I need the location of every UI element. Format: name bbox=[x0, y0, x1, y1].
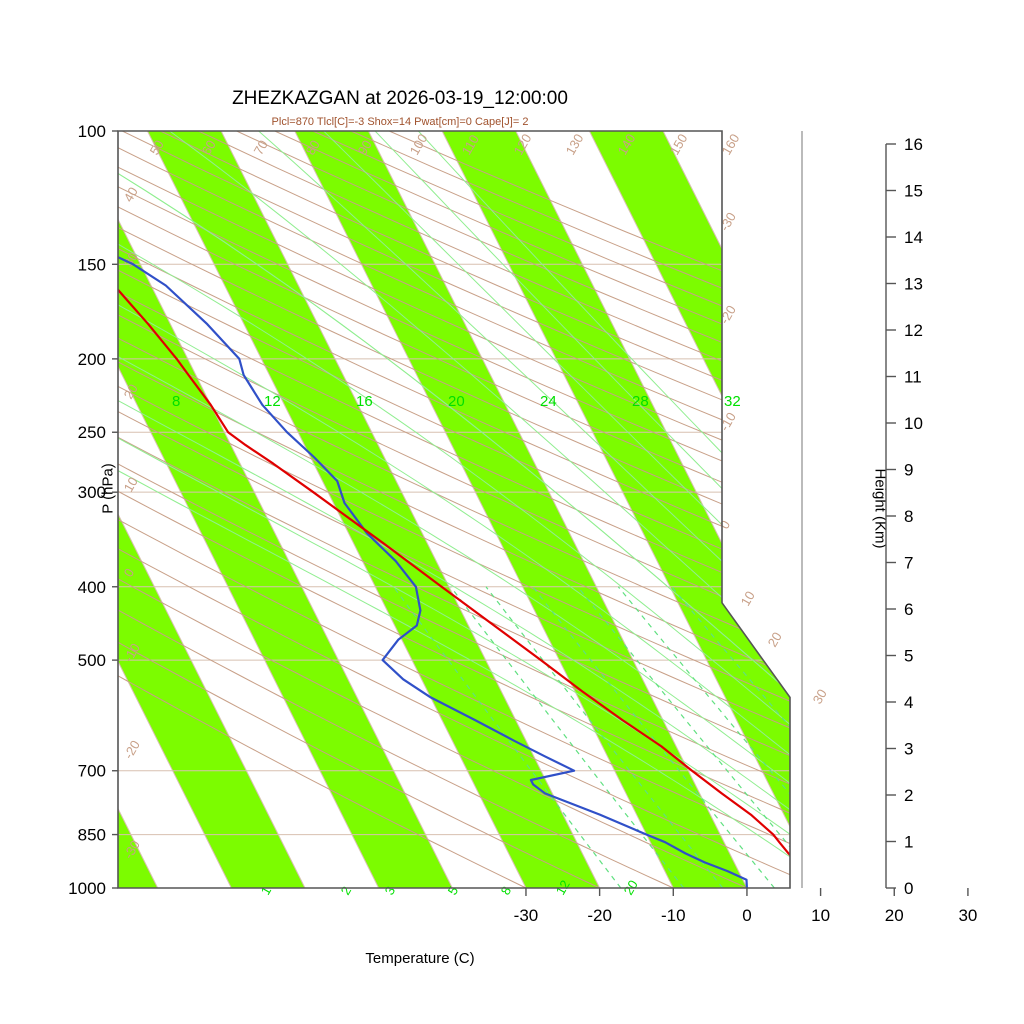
isotherm-label: 20 bbox=[121, 381, 141, 401]
height-tick-label: 3 bbox=[904, 740, 913, 759]
pressure-tick-label: 100 bbox=[78, 122, 106, 141]
moist-adiabat-label: 24 bbox=[540, 393, 557, 410]
isotherm-label: 40 bbox=[121, 184, 141, 204]
x-axis-label: Temperature (C) bbox=[365, 950, 475, 967]
isotherm-label: 20 bbox=[765, 629, 785, 649]
temperature-axis: -30-20-10010203040 bbox=[514, 888, 977, 925]
pressure-tick-label: 150 bbox=[78, 255, 106, 274]
height-tick-label: 2 bbox=[904, 786, 913, 805]
height-tick-label: 0 bbox=[904, 879, 913, 898]
moist-adiabat-label: 12 bbox=[264, 393, 281, 410]
isotherm-label: 30 bbox=[121, 249, 141, 269]
isotherm-label: 30 bbox=[810, 686, 830, 706]
height-tick-label: 10 bbox=[904, 414, 923, 433]
height-tick-label: 15 bbox=[904, 182, 923, 201]
moist-adiabat-label: 32 bbox=[724, 393, 741, 410]
temperature-tick-label: -20 bbox=[587, 906, 612, 925]
moist-adiabat-label: 20 bbox=[448, 393, 465, 410]
temperature-curve bbox=[118, 131, 790, 888]
temperature-tick-label: 0 bbox=[742, 906, 751, 925]
sounding-indices: Plcl=870 Tlcl[C]=-3 Shox=14 Pwat[cm]=0 C… bbox=[271, 116, 529, 128]
height-tick-label: 9 bbox=[904, 461, 913, 480]
height-tick-label: 7 bbox=[904, 554, 913, 573]
moist-adiabat-lines bbox=[118, 131, 790, 888]
dry-adiabat-label: 60 bbox=[199, 137, 219, 157]
moist-adiabat-labels: 8 12 16 20 24 28 32 bbox=[172, 393, 741, 410]
pressure-tick-label: 1000 bbox=[68, 879, 106, 898]
dewpoint-curve bbox=[118, 131, 749, 888]
height-tick-label: 16 bbox=[904, 135, 923, 154]
height-tick-label: 13 bbox=[904, 275, 923, 294]
pressure-axis: 1000 850 700 500 400 300 250 200 150 100 bbox=[68, 122, 118, 898]
pressure-tick-label: 700 bbox=[78, 762, 106, 781]
dry-adiabat-label: 80 bbox=[303, 137, 323, 157]
isotherm-label: 10 bbox=[121, 474, 141, 494]
pressure-tick-label: 400 bbox=[78, 578, 106, 597]
height-tick-label: 4 bbox=[904, 693, 913, 712]
pressure-tick-label: 850 bbox=[78, 826, 106, 845]
height-tick-label: 6 bbox=[904, 600, 913, 619]
height-tick-label: 12 bbox=[904, 321, 923, 340]
isotherm-label: 10 bbox=[738, 588, 758, 608]
parcel-path bbox=[791, 864, 805, 888]
temperature-tick-label: 20 bbox=[885, 906, 904, 925]
moist-adiabat-label: 8 bbox=[172, 393, 180, 410]
mixing-ratio-lines bbox=[393, 586, 790, 888]
dry-adiabat-label: 50 bbox=[147, 137, 167, 157]
height-tick-label: 14 bbox=[904, 228, 923, 247]
isobar-lines bbox=[118, 131, 790, 888]
pressure-tick-label: 300 bbox=[78, 483, 106, 502]
height-tick-label: 5 bbox=[904, 647, 913, 666]
pressure-tick-label: 250 bbox=[78, 423, 106, 442]
page-title: ZHEZKAZGAN at 2026-03-19_12:00:00 bbox=[232, 88, 568, 109]
height-tick-label: 8 bbox=[904, 507, 913, 526]
dry-adiabat-label: 70 bbox=[251, 137, 271, 157]
pressure-tick-label: 200 bbox=[78, 350, 106, 369]
moist-adiabat-label: 28 bbox=[632, 393, 649, 410]
dry-adiabat-label: 90 bbox=[355, 137, 375, 157]
moist-adiabat-label: 16 bbox=[356, 393, 373, 410]
height-tick-label: 1 bbox=[904, 833, 913, 852]
temperature-tick-label: -10 bbox=[661, 906, 686, 925]
height-tick-label: 11 bbox=[904, 368, 922, 387]
temperature-tick-label: -30 bbox=[514, 906, 539, 925]
temperature-tick-label: 10 bbox=[811, 906, 830, 925]
temperature-tick-label: 30 bbox=[958, 906, 977, 925]
pressure-tick-label: 500 bbox=[78, 651, 106, 670]
